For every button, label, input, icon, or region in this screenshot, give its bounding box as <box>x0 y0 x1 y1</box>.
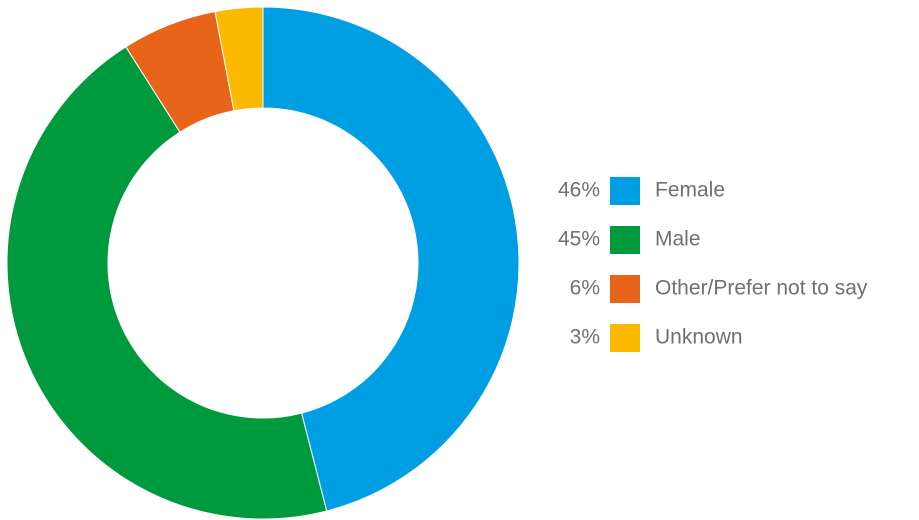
donut-segment <box>6 46 328 520</box>
legend-swatch <box>610 275 640 303</box>
legend-label: Female <box>655 179 725 202</box>
legend-value: 46% <box>558 179 600 202</box>
donut-segment <box>262 6 520 512</box>
legend-swatch <box>610 226 640 254</box>
legend-label: Unknown <box>655 326 743 349</box>
legend-label: Other/Prefer not to say <box>655 277 868 300</box>
donut-segment <box>214 6 264 112</box>
legend-value: 3% <box>570 326 600 349</box>
legend-value: 6% <box>570 277 600 300</box>
legend-label: Male <box>655 228 701 251</box>
legend-value: 45% <box>558 228 600 251</box>
legend-swatch <box>610 177 640 205</box>
legend-swatch <box>610 324 640 352</box>
